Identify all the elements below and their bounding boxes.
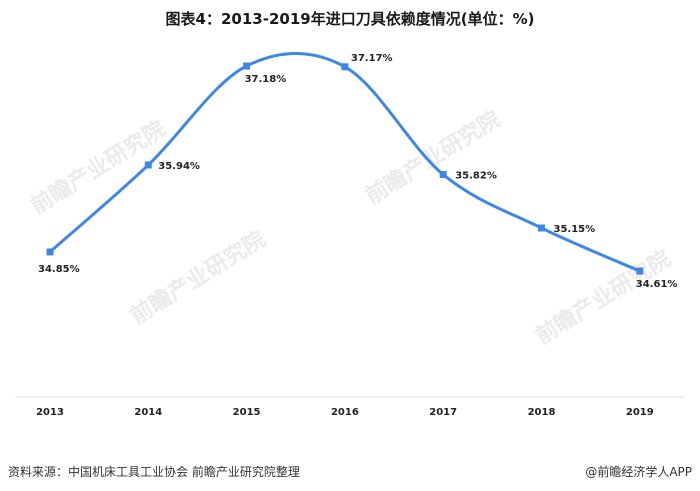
x-tick-label: 2016 (331, 407, 359, 418)
data-label: 34.85% (38, 264, 80, 275)
data-point (636, 267, 644, 275)
x-tick-label: 2018 (528, 407, 556, 418)
data-point (144, 161, 152, 169)
chart-title: 图表4：2013-2019年进口刀具依赖度情况(单位：%) (165, 10, 535, 28)
data-label: 35.15% (554, 224, 596, 235)
data-point (538, 224, 545, 232)
data-label: 35.94% (158, 161, 200, 172)
data-point (341, 63, 349, 71)
x-tick-label: 2014 (134, 407, 162, 418)
series-line (49, 52, 641, 273)
data-label: 37.17% (351, 53, 393, 64)
x-tick-label: 2017 (429, 407, 457, 418)
data-label: 34.61% (636, 279, 678, 290)
source-note: 资料来源：中国机床工具工业协会 前瞻产业研究院整理 (8, 465, 300, 479)
x-tick-label: 2013 (36, 407, 64, 418)
data-point (46, 248, 54, 256)
brand-note: @前瞻经济学人APP (585, 465, 692, 479)
data-point (439, 171, 447, 179)
data-point (243, 62, 251, 70)
x-tick-label: 2015 (233, 407, 261, 418)
x-tick-label: 2019 (626, 407, 654, 418)
data-label: 35.82% (455, 171, 497, 182)
data-label: 37.18% (245, 74, 287, 85)
